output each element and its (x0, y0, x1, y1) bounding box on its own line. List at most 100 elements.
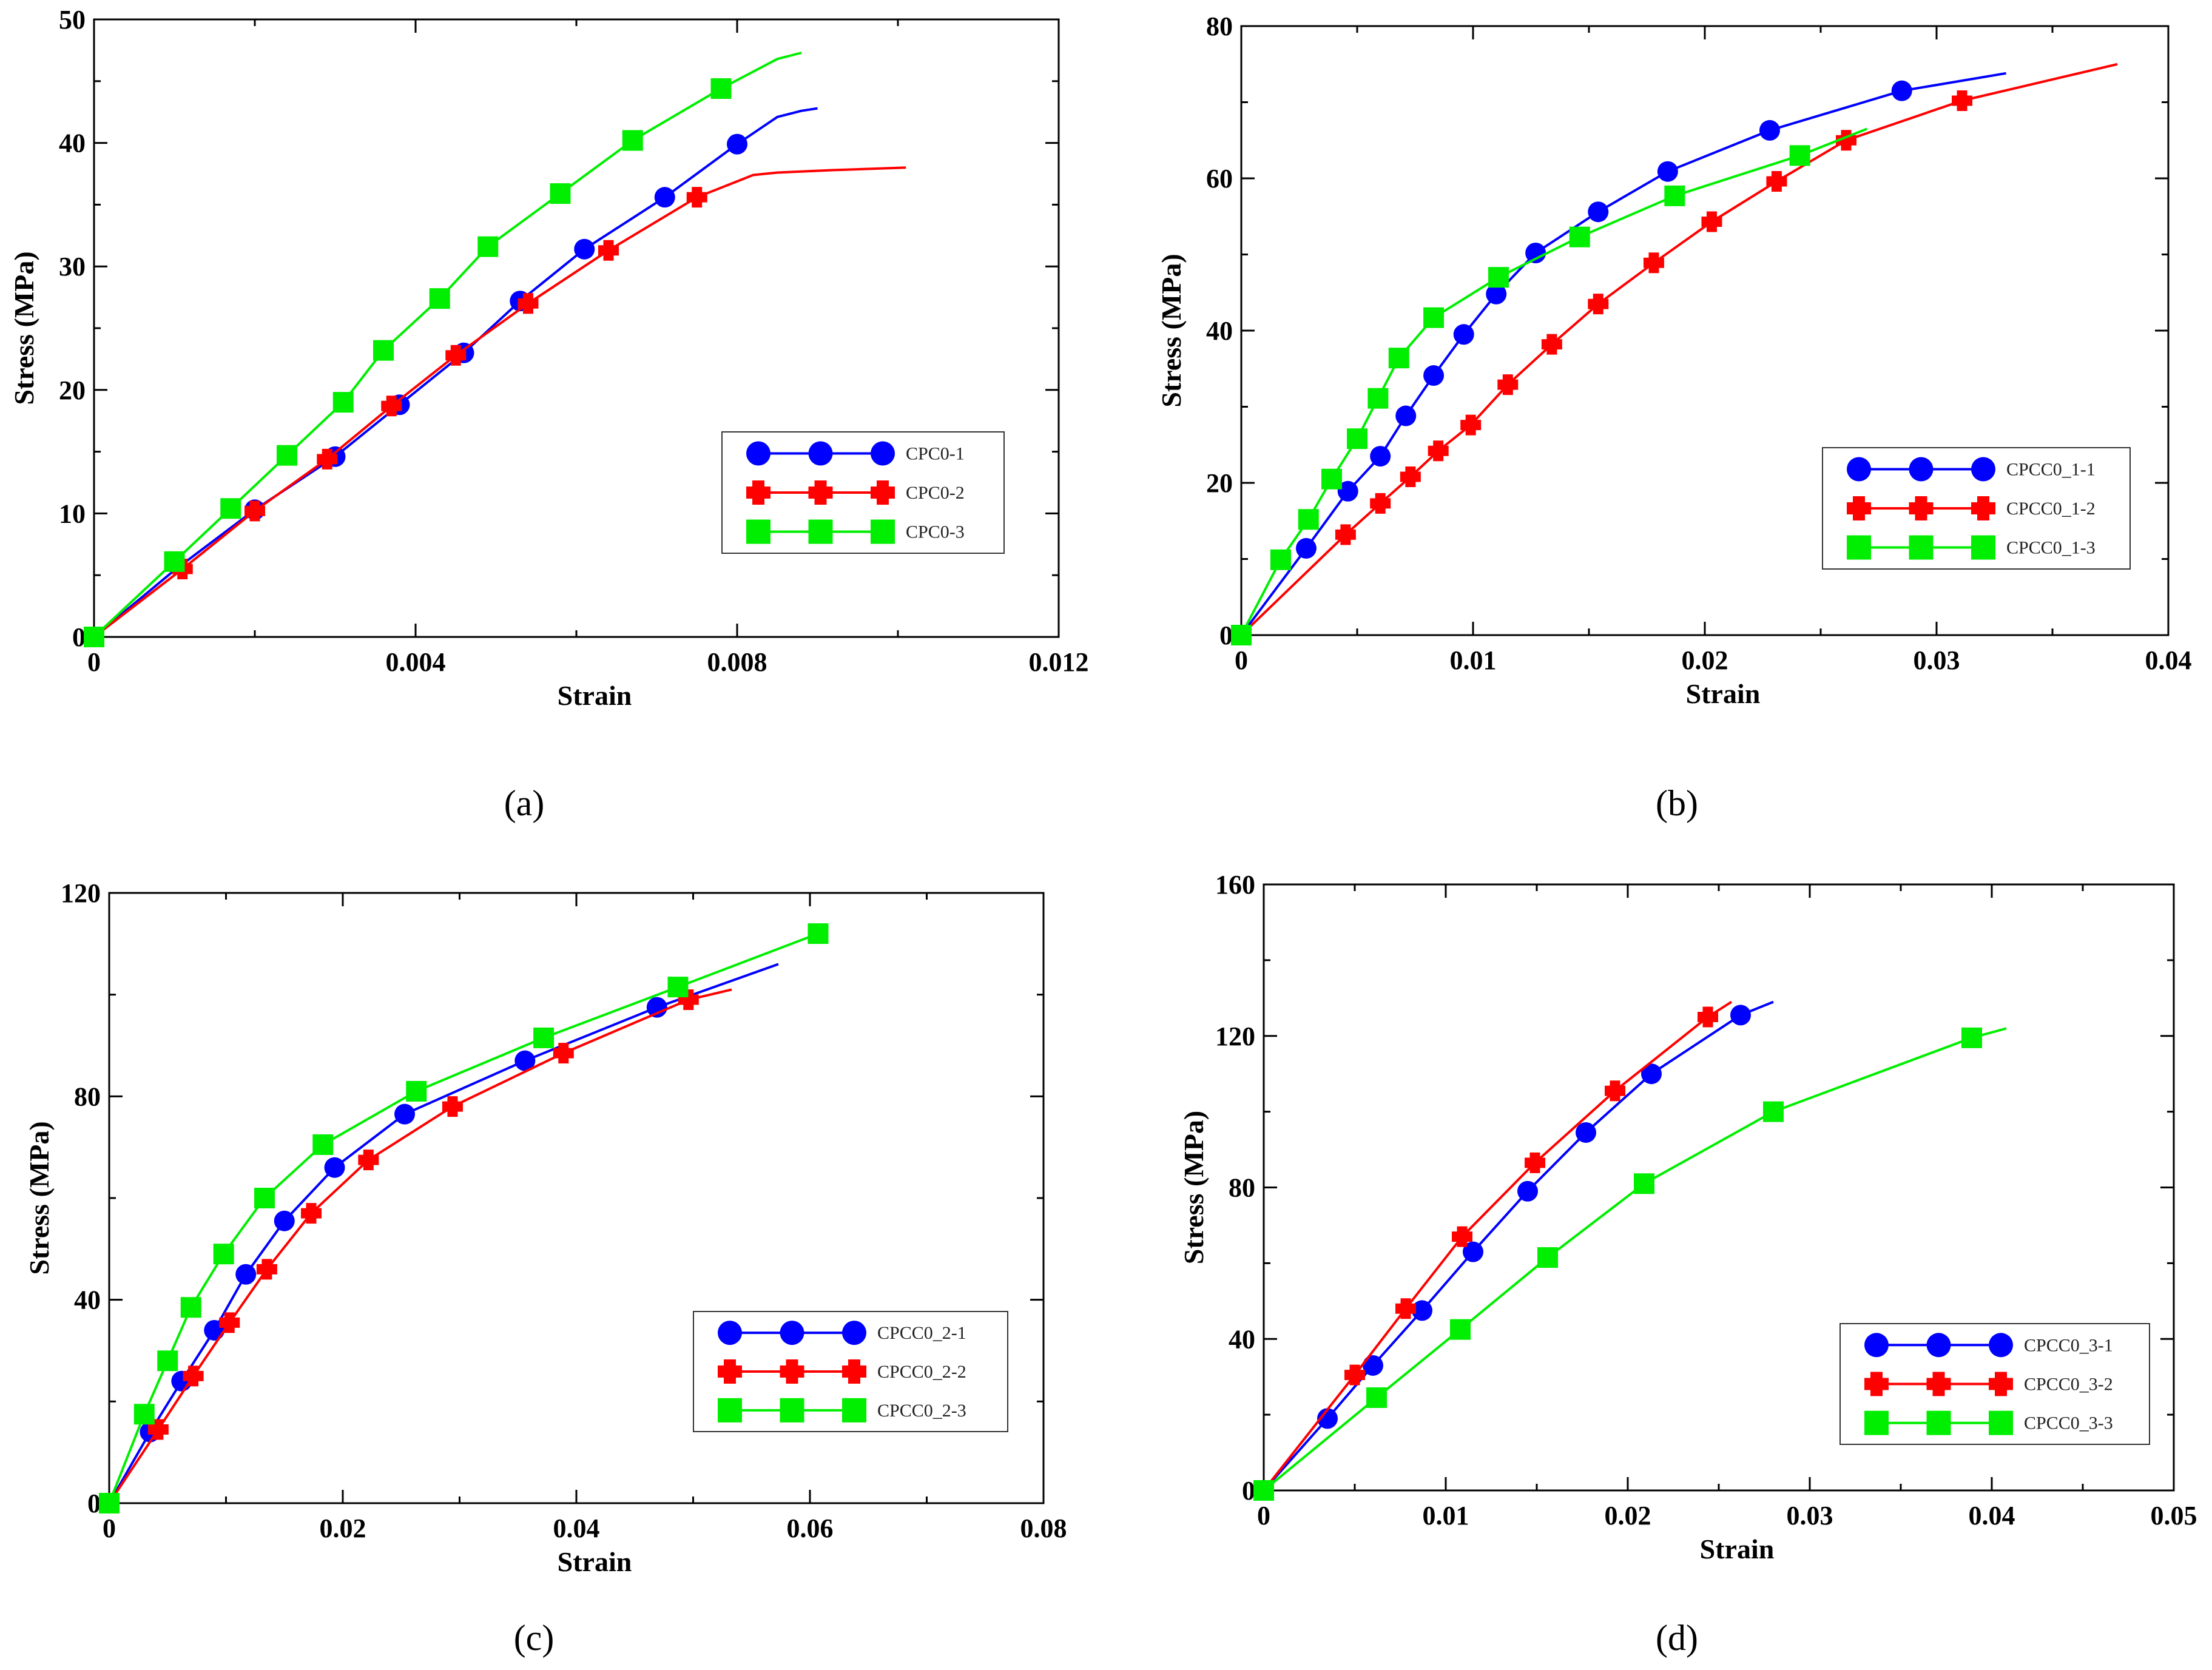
chart-c-series-cpcc0-2-1-point (324, 1157, 345, 1178)
chart-b-series-cpcc0-1-3-point (1789, 145, 1810, 166)
chart-a-series-cpc0-2-point (317, 448, 338, 470)
chart-b-series-cpcc0-1-2-point (1701, 211, 1722, 232)
chart-b-series-cpcc0-1-2-point (1400, 466, 1421, 487)
chart-b-series-cpcc0-1-3-point (1321, 468, 1342, 490)
chart-c-series-cpcc0-2-3-point (406, 1080, 427, 1102)
chart-d-series-cpcc0-3-2-line (1263, 1000, 1733, 1492)
chart-b-series-cpcc0-1-1-point (1423, 365, 1445, 386)
chart-c-legend-cpcc0-2-2-marker (718, 1359, 742, 1384)
chart-a-series-cpc0-3-point (332, 392, 354, 413)
chart-c-x-tick-label: 0.06 (787, 1513, 834, 1543)
chart-d-series-cpcc0-3-1-point (1641, 1063, 1662, 1085)
chart-b-series-cpcc0-1-3-line (1240, 127, 1868, 636)
panel-label-b: (b) (1656, 783, 1698, 823)
chart-c-series-cpcc0-2-3-point (533, 1027, 555, 1048)
chart-b-x-tick-label: 0.01 (1450, 645, 1497, 675)
chart-a-series-cpc0-2-point (244, 500, 265, 522)
chart-b-x-tick-label: 0.02 (1682, 645, 1728, 675)
chart-a-series-cpc0-2-point (381, 396, 402, 417)
chart-b-y-tick-label: 40 (1206, 316, 1233, 346)
chart-d-y-tick-label: 40 (1229, 1324, 1255, 1354)
chart-c-series-cpcc0-2-3 (99, 923, 829, 1513)
chart-a-series-cpc0-3-point (429, 288, 450, 309)
chart-panel-c: 0 0.02 0.04 0.06 0.08 0 40 80 120 Strain Stress (M… (0, 835, 1106, 1669)
chart-d-x-axis-title: Strain (1700, 1534, 1775, 1564)
chart-a-series-cpc0-2-point (686, 187, 707, 208)
chart-b-series-cpcc0-1-3-point (1569, 226, 1590, 247)
chart-d-series-cpcc0-3-1-point (1517, 1180, 1538, 1202)
chart-c-legend-cpcc0-2-1-marker (842, 1321, 866, 1345)
chart-a-legend-cpc0-3-marker (746, 519, 770, 544)
chart-c-series-cpcc0-2-3-point (133, 1404, 155, 1425)
chart-a-series-cpc0-2-point (598, 240, 619, 261)
chart-b-x-axis-title: Strain (1686, 678, 1761, 709)
chart-d-series-cpcc0-3-1-point (1317, 1408, 1338, 1429)
chart-b-series-cpcc0-1-2-point (1952, 90, 1973, 111)
chart-d-y-tick-label: 160 (1215, 870, 1255, 900)
chart-a-legend-cpc0-1-marker (746, 441, 770, 466)
chart-b-series-cpcc0-1-2-point (1766, 171, 1787, 192)
chart-b-series-cpcc0-1-3-point (1347, 428, 1367, 449)
chart-c-legend-cpcc0-2-3-marker (780, 1398, 804, 1423)
chart-b-series-cpcc0-1-1-point (1395, 405, 1417, 426)
chart-b-series-cpcc0-1-2-point (1370, 493, 1391, 514)
chart-d-x-tick-label: 0.03 (1787, 1501, 1833, 1530)
chart-a-series-cpc0-1-point (727, 133, 747, 155)
chart-d-series-cpcc0-3-2 (1253, 1000, 1733, 1501)
chart-c-svg: 0 0.02 0.04 0.06 0.08 0 40 80 120 Strain Stress (M… (24, 878, 1067, 1577)
chart-a-x-tick-label: 0.012 (1029, 647, 1089, 677)
chart-c-series-cpcc0-2-2-point (301, 1203, 322, 1224)
chart-d-legend-cpcc0-3-3-marker (1926, 1410, 1951, 1435)
chart-b-legend-cpcc0-1-1-label: CPCC0_1-1 (2006, 459, 2096, 479)
chart-a-y-axis-title: Stress (MPa) (8, 251, 39, 405)
chart-d-series-cpcc0-3-3-point (1537, 1247, 1558, 1268)
chart-b-series-cpcc0-1-3-point (1367, 388, 1389, 409)
chart-d-series-cpcc0-3-1 (1253, 1000, 1774, 1501)
chart-d-series-cpcc0-3-2-point (1525, 1152, 1545, 1173)
chart-a-series-cpc0-2-point (518, 293, 539, 314)
chart-a-y-tick-label: 10 (59, 499, 86, 528)
chart-c-series-cpcc0-2-1-point (514, 1050, 536, 1071)
chart-c-legend-cpcc0-2-1-label: CPCC0_2-1 (877, 1323, 966, 1343)
chart-c-series-cpcc0-2-3-point (180, 1297, 201, 1318)
chart-a-legend-cpc0-3-label: CPC0-3 (906, 522, 965, 542)
chart-b-y-tick-label: 60 (1206, 164, 1233, 194)
chart-a-y-tick-label: 0 (72, 622, 86, 652)
chart-c-series-cpcc0-2-1 (99, 963, 779, 1513)
chart-a-legend-cpc0-3-marker (871, 519, 895, 544)
chart-c-series-cpcc0-2-2 (99, 988, 732, 1513)
chart-c-legend-cpcc0-2-3-marker (842, 1398, 866, 1423)
chart-c-series-cpcc0-2-3-point (312, 1134, 334, 1155)
chart-a-y-tick-label: 40 (59, 129, 86, 158)
chart-c-series-cpcc0-2-1-point (394, 1103, 416, 1125)
chart-b-x-tick-label: 0.04 (2145, 645, 2192, 675)
panel-label-c: (c) (513, 1618, 555, 1658)
chart-c-legend-cpcc0-2-2-marker (780, 1359, 804, 1384)
chart-d-series-cpcc0-3-3-point (1634, 1173, 1654, 1194)
chart-b-y-axis-title: Stress (MPa) (1156, 254, 1187, 407)
chart-c-series-cpcc0-2-2-point (442, 1096, 463, 1117)
chart-b-series-cpcc0-1-2-point (1588, 294, 1609, 315)
chart-c-series-cpcc0-2-2-point (358, 1150, 379, 1171)
chart-a-x-tick-label: 0.004 (386, 647, 446, 677)
chart-c-x-tick-label: 0.04 (553, 1513, 600, 1543)
chart-b-series-cpcc0-1-3-point (1664, 185, 1685, 206)
chart-d-legend-cpcc0-3-2-label: CPCC0_3-2 (2024, 1375, 2113, 1395)
chart-b-series-cpcc0-1-1-point (1588, 201, 1609, 223)
chart-d-legend-cpcc0-3-1-label: CPCC0_3-1 (2024, 1335, 2113, 1355)
chart-panel-a: 0 0.004 0.008 0.012 0 10 20 30 40 50 Strain Stress … (0, 0, 1106, 835)
chart-d-series-cpcc0-3-3-point (1961, 1027, 1982, 1048)
chart-c-series-cpcc0-2-1-point (646, 997, 667, 1018)
chart-d-legend-cpcc0-3-2-marker (1864, 1372, 1889, 1396)
chart-b-legend-cpcc0-1-2-marker (1847, 496, 1871, 520)
chart-a-y-tick-label: 30 (59, 252, 86, 281)
chart-c-y-tick-label: 40 (74, 1285, 101, 1315)
chart-a-series-cpc0-3-point (710, 78, 732, 99)
chart-d-x-tick-label: 0.05 (2151, 1501, 2197, 1530)
chart-b-x-tick-label: 0 (1235, 645, 1248, 675)
chart-c-series-cpcc0-2-1-point (274, 1210, 295, 1231)
chart-b-series-cpcc0-1-3-point (1423, 307, 1445, 328)
chart-d-legend-cpcc0-3-3-marker (1864, 1410, 1889, 1435)
chart-d-x-tick-label: 0 (1257, 1501, 1270, 1530)
chart-c-legend-cpcc0-2-2-marker (842, 1359, 866, 1384)
